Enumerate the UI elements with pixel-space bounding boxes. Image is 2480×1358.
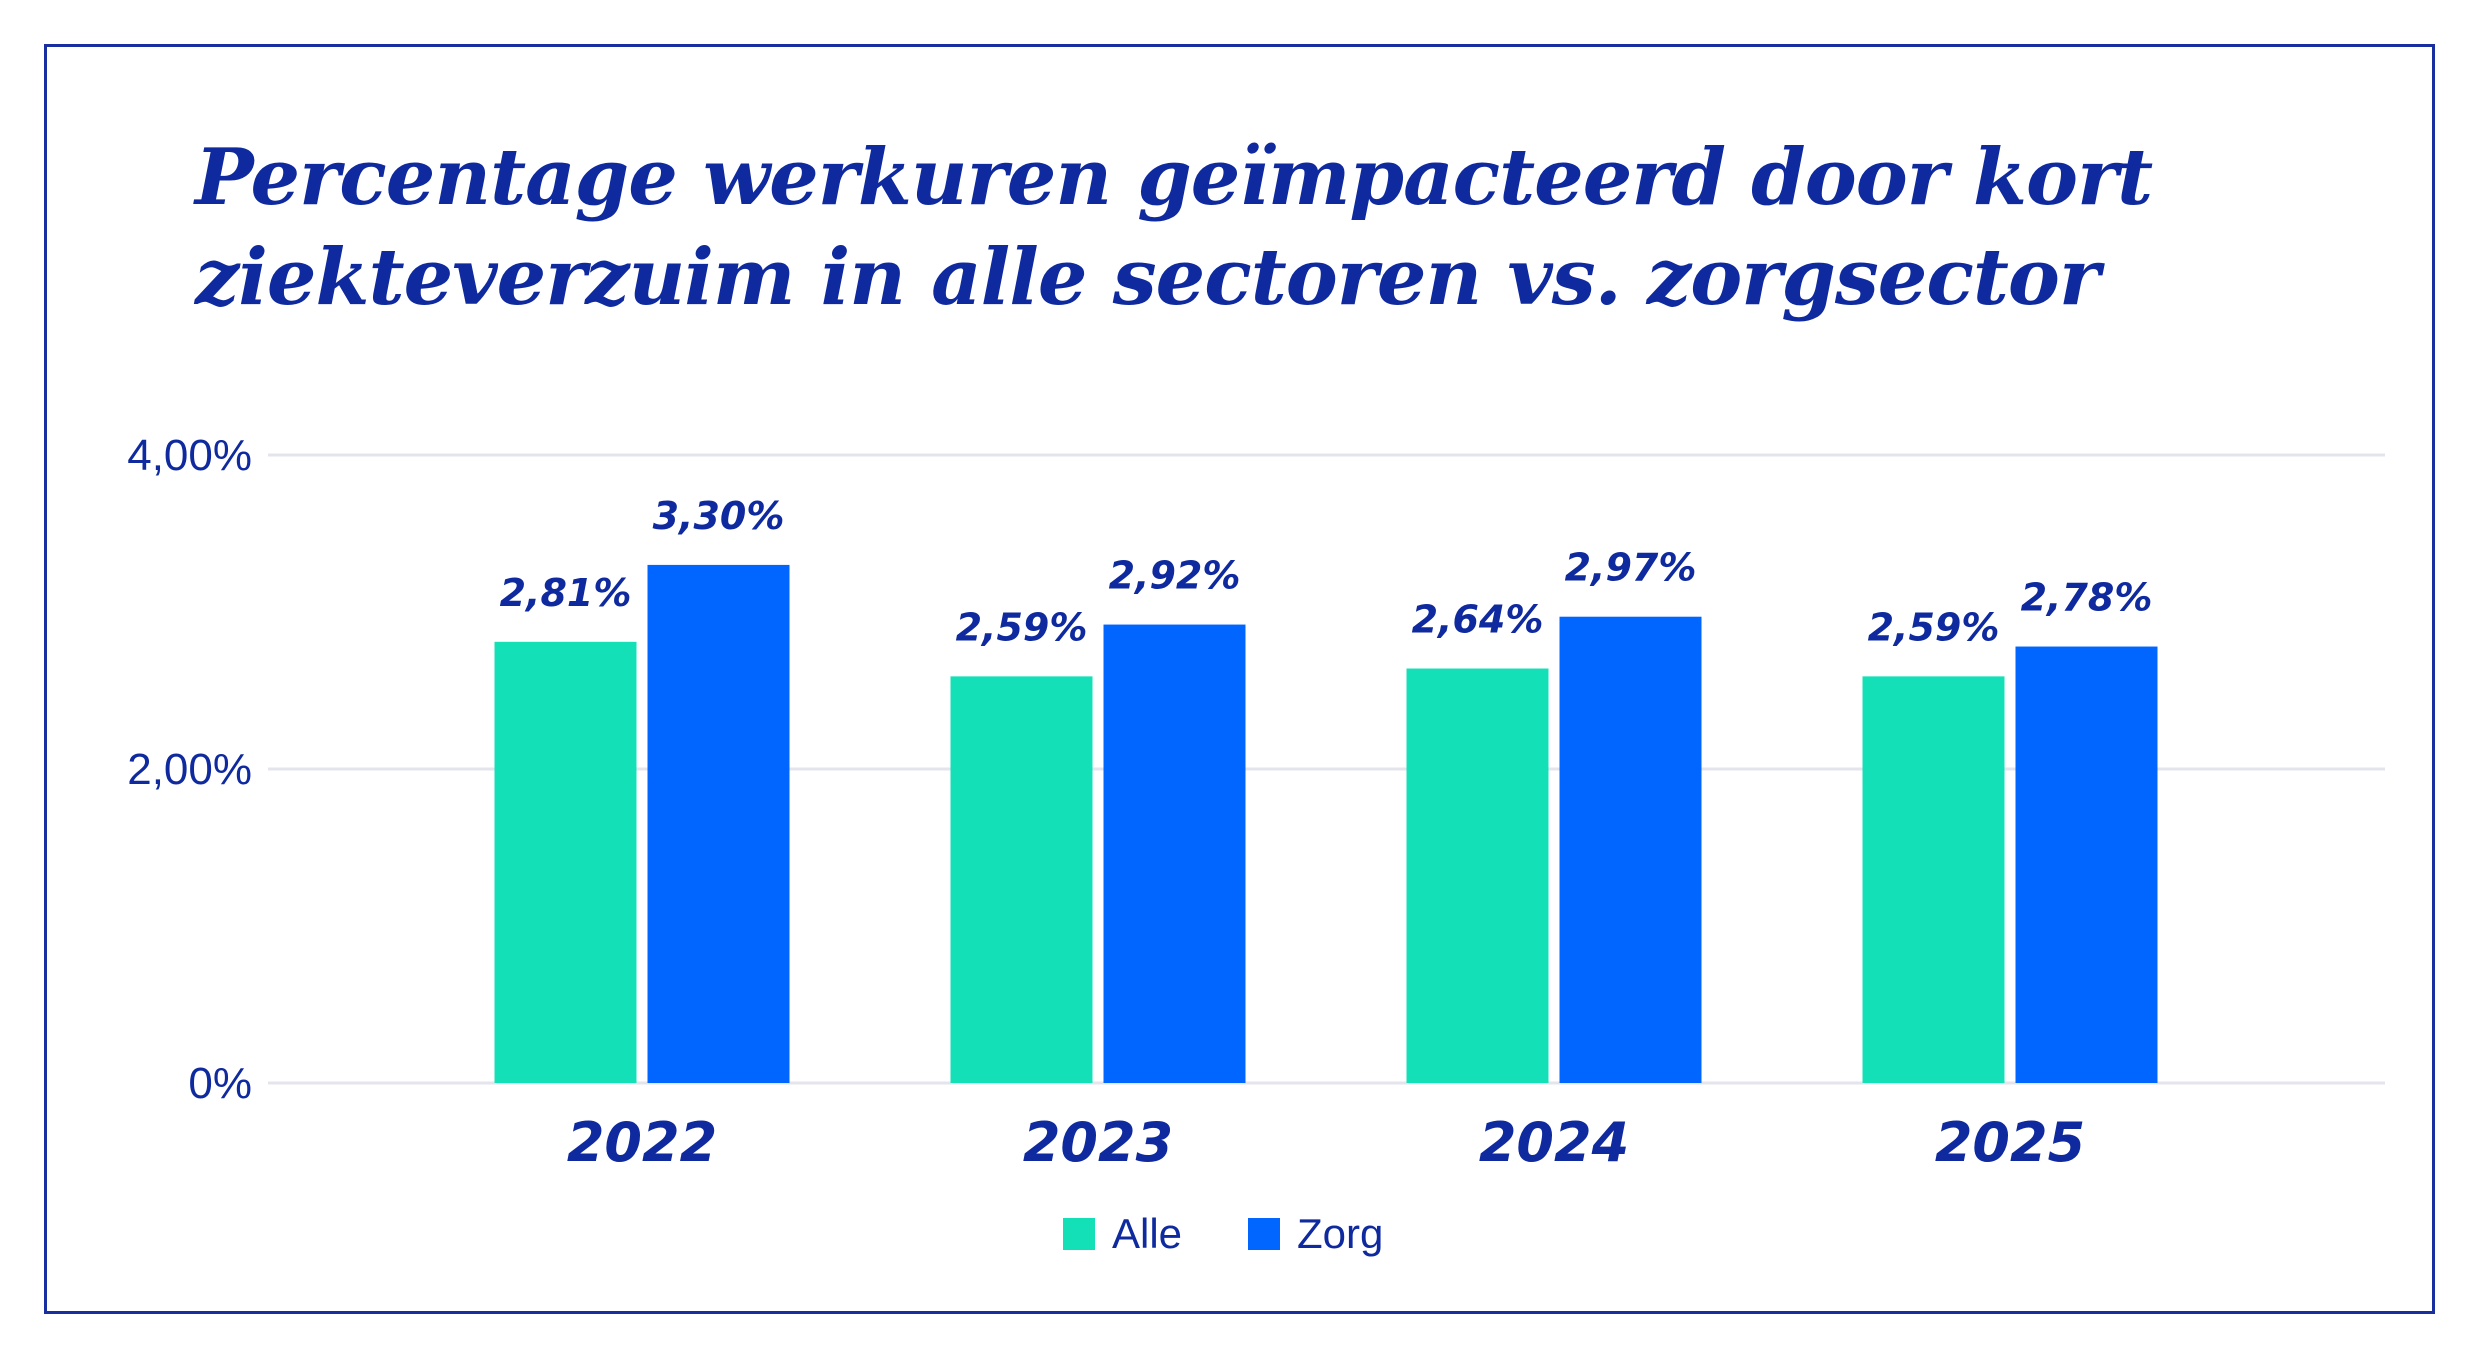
- chart-title-line-1: Percentage werkuren geïmpacteerd door ko…: [195, 132, 2153, 223]
- bar-zorg-2025: [2015, 646, 2158, 1083]
- x-tick-label: 2025: [1935, 1111, 2085, 1174]
- bar-alle-2023: [950, 676, 1093, 1083]
- data-label-alle-2025: 2,59%: [1868, 605, 2000, 649]
- chart-title-line-2: ziekteverzuim in alle sectoren vs. zorgs…: [195, 232, 2100, 323]
- y-axis-tick-labels: 0% 2,00% 4,00%: [127, 431, 252, 1108]
- chart-title: Percentage werkuren geïmpacteerd door ko…: [195, 128, 2345, 328]
- data-label-alle-2023: 2,59%: [956, 605, 1088, 649]
- bars: [494, 564, 2158, 1083]
- data-label-zorg-2023: 2,92%: [1109, 554, 1241, 598]
- y-tick-label: 4,00%: [127, 431, 252, 480]
- data-label-alle-2024: 2,64%: [1412, 598, 1544, 642]
- legend-label-alle: Alle: [1112, 1210, 1182, 1257]
- x-axis-tick-labels: 2022 2023 2024 2025: [567, 1111, 2085, 1174]
- data-label-zorg-2024: 2,97%: [1565, 546, 1697, 590]
- bar-zorg-2022: [647, 564, 790, 1083]
- data-label-zorg-2022: 3,30%: [653, 494, 785, 538]
- legend-swatch-alle: [1063, 1218, 1095, 1250]
- legend: Alle Zorg: [1063, 1210, 1383, 1257]
- bar-zorg-2024: [1559, 616, 1702, 1083]
- y-tick-label: 2,00%: [127, 745, 252, 794]
- bar-alle-2025: [1862, 676, 2005, 1083]
- x-tick-label: 2023: [1023, 1111, 1173, 1174]
- bar-alle-2022: [494, 641, 637, 1083]
- bar-zorg-2023: [1103, 624, 1246, 1083]
- data-labels: 2,81% 3,30% 2,59% 2,92% 2,64% 2,97% 2,59% 2,78%: [500, 494, 2153, 649]
- legend-swatch-zorg: [1248, 1218, 1280, 1250]
- y-tick-label: 0%: [188, 1059, 252, 1108]
- bar-alle-2024: [1406, 668, 1549, 1083]
- data-label-zorg-2025: 2,78%: [2021, 576, 2153, 620]
- legend-label-zorg: Zorg: [1297, 1210, 1383, 1257]
- x-tick-label: 2022: [567, 1111, 717, 1174]
- data-label-alle-2022: 2,81%: [500, 571, 632, 615]
- x-tick-label: 2024: [1479, 1111, 1629, 1174]
